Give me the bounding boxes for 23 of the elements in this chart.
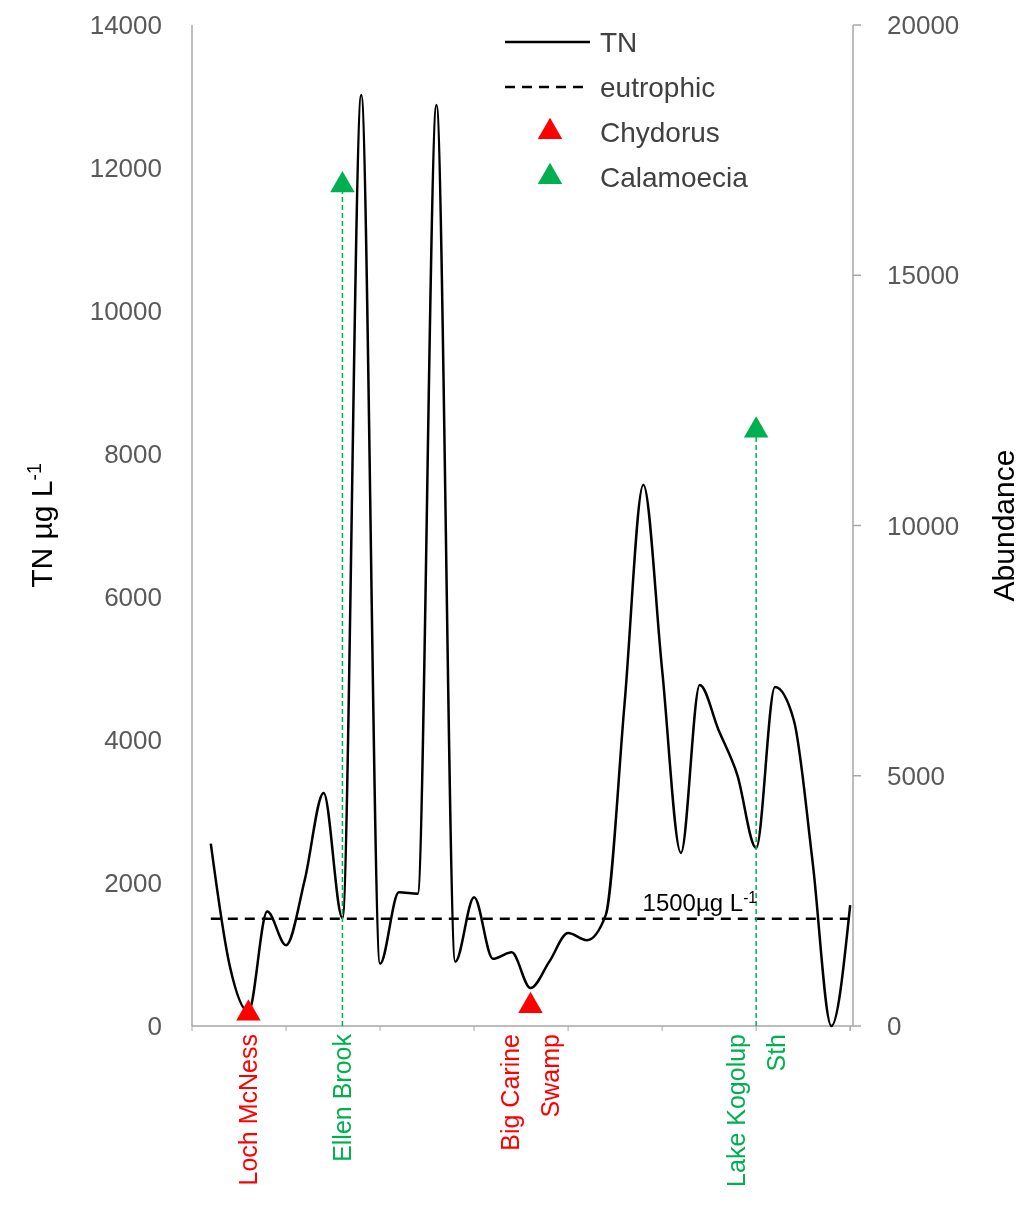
legend-label: TN [600, 26, 638, 58]
y2-axis-title: Abundance [987, 449, 1020, 602]
y-tick-label: 4000 [104, 725, 162, 756]
x-tick-label: Big Carine Swamp [496, 1034, 565, 1151]
y-tick-label: 14000 [89, 10, 162, 41]
y-tick-label: 6000 [104, 582, 162, 613]
y2-tick-label: 0 [887, 1011, 902, 1042]
y-tick-label: 10000 [89, 296, 162, 327]
x-tick-label: Loch McNess [234, 1034, 263, 1186]
y-tick-label: 8000 [104, 439, 162, 470]
legend-label: Chydorus [600, 116, 720, 148]
y2-tick-label: 20000 [887, 10, 960, 41]
y2-tick-label: 5000 [887, 760, 945, 791]
x-tick-label: Lake Kogolup Sth [721, 1034, 790, 1187]
legend-label: eutrophic [600, 71, 716, 103]
y2-tick-label: 10000 [887, 510, 960, 541]
annotation: 1500µg L$^{-1}$ [642, 888, 757, 916]
x-tick-label: Ellen Brook [328, 1033, 357, 1162]
y2-tick-label: 15000 [887, 260, 960, 291]
y-tick-label: 0 [147, 1011, 162, 1042]
y-tick-label: 12000 [89, 153, 162, 184]
legend-label: Calamoecia [600, 161, 749, 193]
y-tick-label: 2000 [104, 868, 162, 899]
